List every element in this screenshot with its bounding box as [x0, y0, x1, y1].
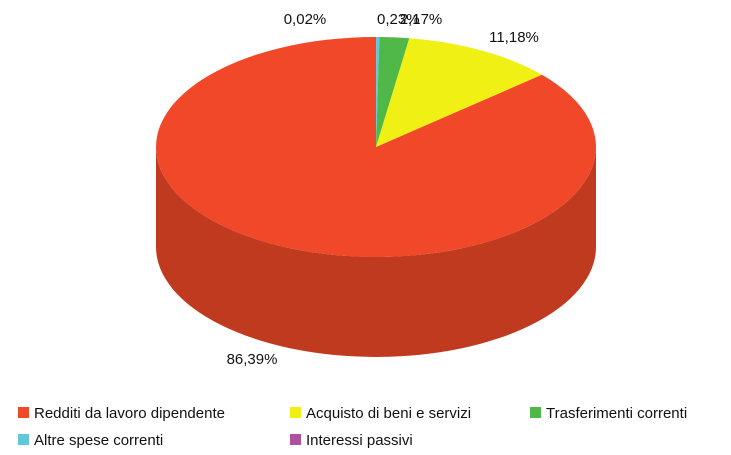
legend-swatch	[18, 407, 29, 418]
data-label: 11,18%	[489, 29, 539, 46]
pie-slice	[155, 37, 596, 257]
legend-label: Trasferimenti correnti	[546, 405, 687, 422]
legend-label: Interessi passivi	[306, 432, 413, 449]
legend-swatch	[530, 407, 541, 418]
data-label: 0,23%	[377, 11, 420, 28]
data-label: 0,02%	[284, 11, 327, 28]
legend-label: Acquisto di beni e servizi	[306, 405, 471, 422]
legend-swatch	[290, 407, 301, 418]
legend-swatch	[290, 434, 301, 445]
pie-slice	[376, 37, 410, 147]
pie-side	[156, 147, 596, 357]
legend-label: Altre spese correnti	[34, 432, 163, 449]
legend-label: Redditi da lavoro dipendente	[34, 405, 225, 422]
data-label: 86,39%	[227, 351, 278, 368]
pie-slice	[376, 37, 380, 147]
data-label: 2,17%	[400, 11, 443, 28]
pie-slice	[376, 38, 542, 148]
legend-swatch	[18, 434, 29, 445]
